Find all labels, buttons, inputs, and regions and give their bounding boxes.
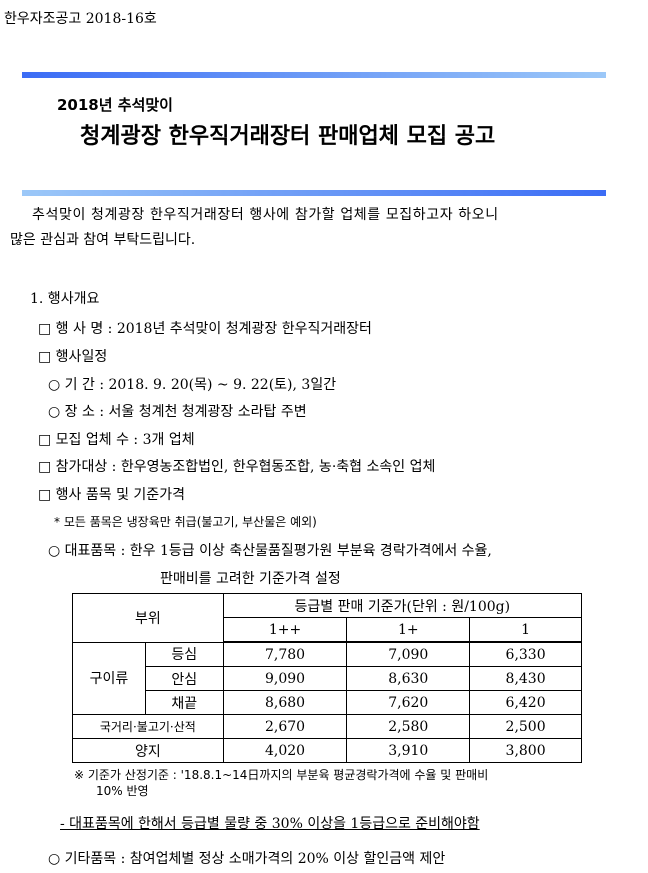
- cell: 9,090: [222, 666, 348, 691]
- section-heading: 1. 행사개요: [30, 291, 100, 307]
- cell: 2,670: [222, 714, 348, 739]
- cell: 4,020: [222, 738, 348, 763]
- cell: 안심: [144, 666, 224, 691]
- cell: 8,430: [469, 666, 582, 691]
- bottom-banner-bar: [22, 190, 606, 196]
- grade-header: 1: [469, 617, 582, 643]
- cell: 2,580: [346, 714, 471, 739]
- cell: 7,620: [346, 690, 471, 715]
- cell: 6,330: [469, 641, 582, 667]
- cell: 2,500: [469, 714, 582, 739]
- cell: 3,800: [469, 738, 582, 763]
- cell: 국거리·불고기·산적: [72, 714, 224, 739]
- cell: 6,420: [469, 690, 582, 715]
- table-row: 국거리·불고기·산적 2,670 2,580 2,500: [72, 714, 582, 739]
- list-item: □ 모집 업체 수 : 3개 업체: [38, 432, 195, 448]
- intro-line: 많은 관심과 참여 부탁드립니다.: [10, 232, 196, 248]
- list-item: ○ 기타품목 : 참여업체별 정상 소매가격의 20% 이상 할인금액 제안: [48, 851, 446, 867]
- page-title: 청계광장 한우직거래장터 판매업체 모집 공고: [80, 124, 496, 149]
- top-banner-bar: [22, 72, 606, 78]
- grade-header: 1++: [222, 617, 348, 643]
- list-item: □ 행 사 명 : 2018년 추석맞이 청계광장 한우직거래장터: [38, 321, 372, 337]
- table-row: 양지 4,020 3,910 3,800: [72, 738, 582, 763]
- grade-header: 1+: [346, 617, 471, 643]
- list-item: ○ 기 간 : 2018. 9. 20(목) ~ 9. 22(토), 3일간: [48, 377, 337, 393]
- header-part: 부위: [72, 593, 224, 643]
- cell: 3,910: [346, 738, 471, 763]
- footnote: ※ 기준가 산정기준 : '18.8.1~14日까지의 부분육 평균경락가격에 …: [74, 768, 489, 782]
- group-cell: 구이류: [72, 641, 146, 715]
- list-item: □ 참가대상 : 한우영농조합법인, 한우협동조합, 농·축협 소속인 업체: [38, 459, 436, 475]
- dash-note: - 대표품목에 한해서 등급별 물량 중 30% 이상을 1등급으로 준비해야함: [60, 816, 480, 832]
- table-row: 안심 9,090 8,630 8,430: [73, 666, 582, 691]
- cell: 양지: [72, 738, 224, 763]
- table-row: 채끝 8,680 7,620 6,420: [73, 690, 582, 715]
- list-item: □ 행사 품목 및 기준가격: [38, 487, 185, 503]
- subtitle: 2018년 추석맞이: [57, 96, 173, 114]
- cell: 8,680: [222, 690, 348, 715]
- intro-line: 추석맞이 청계광장 한우직거래장터 행사에 참가할 업체를 모집하고자 하오니: [32, 207, 499, 223]
- cell: 채끝: [144, 690, 224, 715]
- table-row: 구이류 등심 7,780 7,090 6,330: [72, 641, 582, 715]
- header-price: 등급별 판매 기준가(단위 : 원/100g): [222, 593, 583, 618]
- doc-number: 한우자조공고 2018-16호: [4, 11, 157, 27]
- cell: 등심: [144, 641, 224, 667]
- list-item: ○ 장 소 : 서울 청계천 청계광장 소라탑 주변: [48, 404, 307, 420]
- cell: 7,090: [346, 641, 471, 667]
- list-item: ○ 대표품목 : 한우 1등급 이상 축산물품질평가원 부분육 경락가격에서 수…: [48, 543, 492, 559]
- list-item: □ 행사일정: [38, 349, 108, 365]
- list-item-continued: 판매비를 고려한 기준가격 설정: [160, 571, 341, 587]
- cell: 8,630: [346, 666, 471, 691]
- price-table: 부위 등급별 판매 기준가(단위 : 원/100g) 1++ 1+ 1 구이류 등심 7,…: [72, 593, 583, 763]
- footnote: 10% 반영: [96, 784, 149, 798]
- note: * 모든 품목은 냉장육만 취급(불고기, 부산물은 예외): [54, 515, 317, 529]
- cell: 7,780: [222, 641, 348, 667]
